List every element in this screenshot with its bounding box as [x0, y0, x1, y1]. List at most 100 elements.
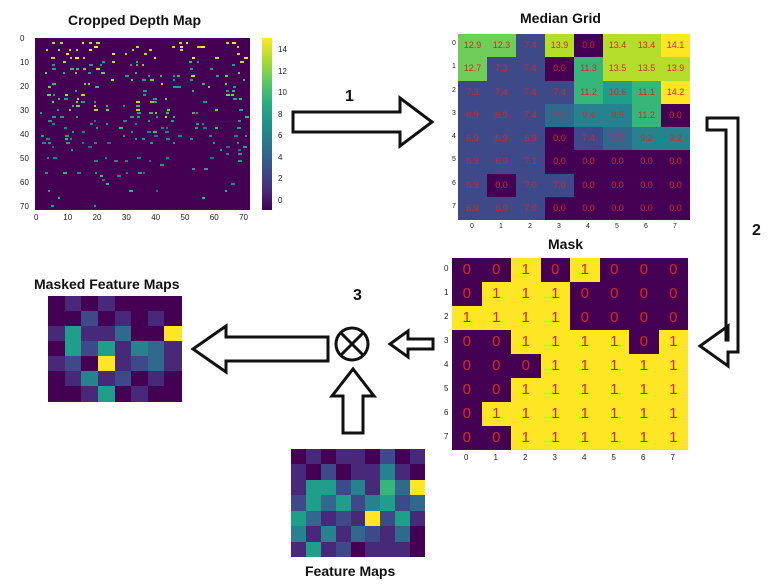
depth-pixel: [243, 79, 246, 81]
mask-value: 1: [551, 333, 560, 350]
median-value: 0.0: [669, 202, 682, 213]
median-cell: 9.4: [574, 103, 603, 127]
median-value: 7.7: [553, 109, 566, 120]
median-cell: 0.0: [545, 196, 574, 220]
feature-map-pixel: [291, 449, 307, 465]
depth-pixel: [81, 93, 86, 96]
depth-pixel: [143, 90, 148, 93]
mask-value: 1: [580, 429, 589, 446]
feature-map-pixel: [291, 479, 307, 496]
depth-pixel: [75, 116, 78, 118]
feature-map-pixel: [320, 449, 337, 465]
mask-cell: 1: [540, 330, 570, 354]
mask-value: 1: [580, 381, 589, 398]
median-value: 7.0: [553, 179, 566, 190]
feature-map-pixel: [291, 495, 307, 512]
masked-feature-map-pixel: [131, 371, 149, 387]
masked-feature-map-pixel: [147, 356, 165, 372]
median-grid-title: Median Grid: [520, 10, 601, 26]
depth-pixel: [238, 119, 242, 122]
mask-cell: 1: [540, 282, 570, 306]
masked-feature-map-pixel: [97, 371, 115, 387]
depth-pixel: [238, 153, 243, 155]
mask-y-tick: 5: [444, 384, 449, 393]
depth-y-tick: 30: [20, 106, 29, 115]
mask-value: 1: [669, 429, 678, 446]
depth-x-tick: 0: [34, 213, 39, 222]
depth-pixel: [51, 64, 55, 67]
depth-pixel: [233, 134, 238, 137]
median-cell: 10.6: [603, 80, 632, 104]
feature-map-pixel: [395, 541, 411, 558]
median-cell: 0.0: [574, 173, 603, 197]
mask-cell: 0: [599, 258, 629, 282]
median-cell: 9.5: [603, 103, 632, 127]
median-value: 6.9: [495, 109, 508, 120]
depth-pixel: [52, 123, 56, 126]
depth-pixel: [130, 64, 133, 67]
mask-value: 1: [551, 357, 560, 374]
depth-pixel: [135, 123, 138, 126]
depth-pixel: [131, 79, 134, 81]
feature-map-pixel: [335, 464, 352, 481]
depth-pixel: [70, 67, 75, 70]
depth-pixel: [112, 53, 116, 56]
median-cell: 7.4: [487, 80, 516, 104]
median-value: 6.9: [466, 179, 479, 190]
depth-pixel: [239, 60, 244, 63]
depth-pixel: [95, 42, 100, 44]
mask-value: 1: [580, 333, 589, 350]
masked-feature-maps-title: Masked Feature Maps: [34, 276, 180, 292]
median-value: 0.0: [640, 179, 653, 190]
depth-pixel: [231, 182, 236, 185]
depth-pixel: [153, 134, 158, 137]
depth-pixel: [189, 138, 193, 141]
mask-value: 1: [551, 405, 560, 422]
mask-value: 1: [639, 357, 648, 374]
median-cell: 11.2: [574, 80, 603, 104]
depth-pixel: [57, 97, 60, 100]
median-value: 7.3: [466, 86, 479, 97]
median-value: 0.0: [582, 202, 595, 213]
median-value: 11.2: [580, 86, 597, 97]
mask-cell: 0: [452, 282, 482, 306]
depth-pixel: [51, 56, 56, 59]
mask-value: 0: [462, 429, 471, 446]
depth-pixel: [52, 101, 55, 104]
median-cell: 6.9: [487, 150, 516, 174]
depth-pixel: [59, 116, 64, 118]
depth-pixel: [191, 56, 195, 59]
feature-map-pixel: [410, 449, 426, 465]
depth-pixel: [99, 175, 103, 178]
depth-pixel: [143, 93, 147, 96]
mask-value: 1: [669, 381, 678, 398]
median-value: 0.0: [640, 156, 653, 167]
median-cell: 0.0: [574, 34, 603, 58]
feature-map-pixel: [380, 495, 396, 512]
step-3-label: 3: [353, 287, 362, 304]
depth-pixel: [112, 60, 116, 63]
median-value: 0.0: [611, 156, 624, 167]
masked-feature-map-pixel: [64, 356, 82, 372]
depth-pixel: [106, 108, 110, 111]
depth-pixel: [233, 86, 237, 89]
mask-cell: 1: [658, 378, 688, 402]
depth-pixel: [209, 134, 213, 137]
mask-value: 0: [669, 309, 678, 326]
median-cell: 13.9: [661, 57, 690, 81]
depth-pixel: [215, 108, 219, 111]
mask-y-tick: 6: [444, 408, 449, 417]
depth-pixel: [46, 138, 51, 141]
feature-map-pixel: [320, 464, 337, 481]
median-cell: 9.2: [632, 127, 661, 151]
depth-pixel: [143, 171, 146, 174]
median-cell: 13.9: [545, 34, 574, 58]
mask-cell: 0: [481, 426, 511, 450]
median-value: 0.0: [669, 156, 682, 167]
depth-pixel: [191, 167, 195, 170]
mask-cell: 1: [511, 426, 541, 450]
feature-map-pixel: [380, 526, 396, 543]
depth-pixel: [124, 160, 128, 163]
depth-y-tick: 10: [20, 58, 29, 67]
depth-pixel: [215, 56, 220, 59]
